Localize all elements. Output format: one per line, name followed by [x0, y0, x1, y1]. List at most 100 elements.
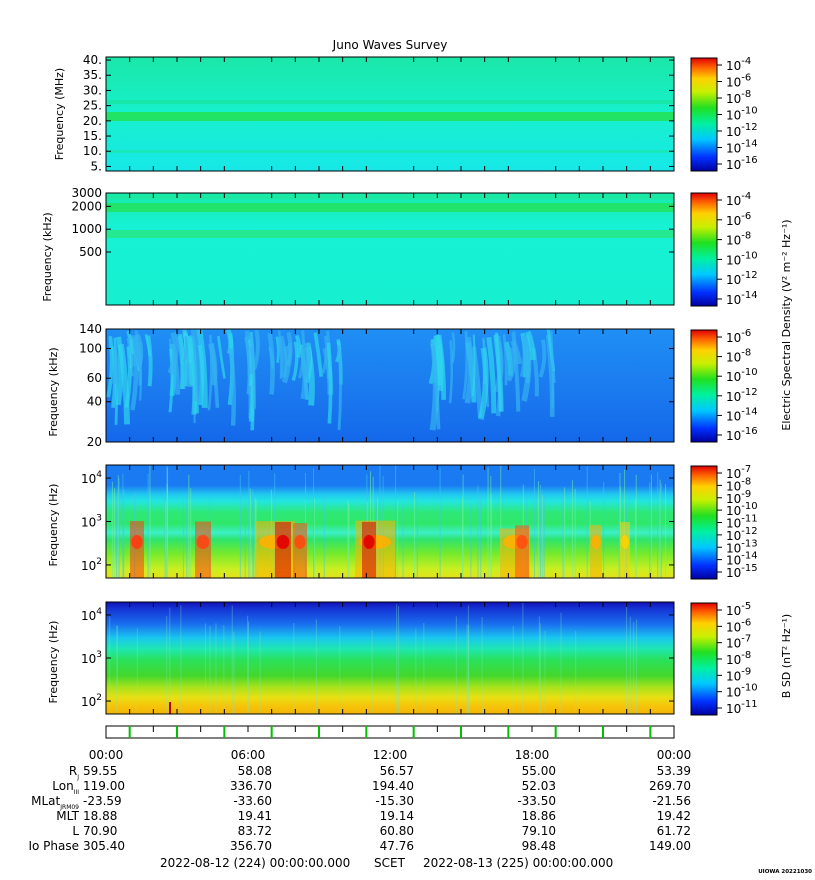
ytick-label: 1000 [71, 222, 102, 236]
burst-streak [268, 346, 275, 369]
ephemeris-value: 305.40 [83, 839, 125, 853]
burst-streak [294, 334, 302, 358]
burst-streak [146, 335, 153, 387]
ephemeris-value: 61.72 [657, 824, 691, 838]
ephemeris-value: -15.30 [375, 794, 414, 808]
emission-patch [590, 525, 602, 578]
burst-streak [451, 332, 456, 363]
colorbar-tick-label: 10-6 [726, 617, 751, 634]
panel-1: Frequency (MHz) 5.10.15.20.25.30.35.40. … [53, 53, 758, 173]
colorbar-tick-label: 10-4 [726, 191, 751, 208]
burst-streak [550, 330, 554, 409]
burst-streak [538, 339, 547, 378]
colorbar-tick-label: 10-12 [726, 270, 758, 287]
emission-patch [130, 521, 144, 578]
burst-streak [502, 333, 508, 386]
burst-streak [291, 341, 299, 382]
ytick-label: 20. [83, 114, 102, 128]
magnetic-colorbar-label: B SD (nT² Hz⁻¹) [780, 614, 793, 698]
emission-core [591, 535, 601, 549]
ephemeris-value: 98.48 [522, 839, 556, 853]
panel-2-frame [105, 192, 675, 306]
colorbar-tick-label: 10-10 [726, 250, 758, 267]
panel-4-ylabel: Frequency (Hz) [47, 484, 60, 567]
time-strip [105, 725, 675, 739]
ephemeris-table: RJ 59.55 58.08 56.57 55.00 53.39 LonIII 119.00 3… [28, 764, 691, 853]
burst-streak [210, 343, 220, 408]
burst-streak [252, 329, 260, 371]
burst-streak [168, 348, 174, 413]
time-axis-labels: 00:00 06:00 12:00 18:00 00:00 [89, 748, 692, 762]
burst-streak [228, 348, 236, 426]
burst-streak [337, 344, 342, 431]
colorbar-tick-label: 10-6 [726, 328, 751, 345]
burst-streak [190, 329, 201, 402]
ephemeris-value: 47.76 [380, 839, 414, 853]
emission-core [516, 535, 528, 549]
ephemeris-value: 60.80 [380, 824, 414, 838]
burst-streak [525, 330, 536, 361]
panel-5-ylabel: Frequency (Hz) [47, 621, 60, 704]
panel-3-frame [105, 328, 675, 443]
burst-streak [321, 335, 328, 374]
ephemeris-value: 119.00 [83, 779, 125, 793]
ephemeris-value: 356.70 [230, 839, 272, 853]
panel-3-colorbar: 10-6 10-8 10-10 10-12 10-14 10-16 [690, 328, 758, 443]
emission-patch [362, 521, 376, 578]
ephemeris-value: -21.56 [652, 794, 691, 808]
burst-streak [184, 337, 190, 385]
panel-3-colorbar-ticks: 10-6 10-8 10-10 10-12 10-14 10-16 [717, 328, 758, 443]
burst-streak [207, 334, 213, 411]
colorbar-tick-label: 10-13 [726, 538, 758, 555]
ephemeris-value: 52.03 [522, 779, 556, 793]
panel-3-colorbar-gradient [690, 329, 718, 443]
colorbar-tick-label: 10-12 [726, 122, 758, 139]
ytick-label: 3000 [71, 186, 102, 200]
ytick-label: 104 [81, 607, 102, 623]
ytick-label: 103 [81, 650, 102, 666]
colorbar-tick-label: 10-8 [726, 231, 751, 248]
colorbar-tick-label: 10-7 [726, 464, 751, 481]
panel-5-colorbar-gradient [690, 602, 718, 716]
burst-streak [486, 336, 497, 414]
time-strip-marks [105, 726, 675, 738]
panel-2-colorbar-ticks: 10-4 10-6 10-8 10-10 10-12 10-14 [717, 191, 758, 307]
panel-2-ylabel: Frequency (kHz) [41, 212, 54, 301]
electric-colorbar-label: Electric Spectral Density (V² m⁻² Hz⁻¹) [780, 219, 793, 430]
colorbar-tick-label: 10-5 [726, 601, 751, 618]
ytick-label: 60 [87, 371, 102, 385]
ytick-label: 30. [83, 83, 102, 97]
colorbar-tick-label: 10-14 [726, 551, 758, 568]
ephemeris-value: 59.55 [83, 764, 117, 778]
ephemeris-label: Io Phase [28, 839, 79, 853]
burst-streak [106, 335, 114, 398]
burst-streak [248, 345, 255, 375]
emission-patch [620, 522, 630, 578]
ytick-label: 20 [87, 435, 102, 449]
ephemeris-value: -33.50 [517, 794, 556, 808]
panel-2-band-2000khz [106, 203, 674, 212]
panel-1-ylabel: Frequency (MHz) [53, 68, 66, 160]
panel-2-band-top [106, 196, 674, 199]
panel-4-emission-features [111, 465, 667, 578]
panel-1-frame [105, 56, 675, 172]
emission-core [621, 535, 629, 549]
footer: 2022-08-12 (224) 00:00:00.000 SCET 2022-… [160, 856, 812, 875]
emission-patch [195, 521, 211, 578]
burst-streak [275, 336, 280, 363]
ephemeris-value: 18.88 [83, 809, 117, 823]
ephemeris-value: 336.70 [230, 779, 272, 793]
ephemeris-value: 70.90 [83, 824, 117, 838]
burst-streak [520, 335, 526, 377]
burst-streak [217, 335, 226, 379]
ephemeris-value: 194.40 [372, 779, 414, 793]
emission-patch [293, 523, 307, 578]
panel-5-spectrogram [106, 602, 674, 714]
burst-streak [197, 344, 205, 406]
burst-streak [130, 336, 139, 411]
panel-4-colorbar-ticks: 10-710-810-910-1010-1110-1210-1310-1410-… [717, 464, 758, 580]
time-tick-label: 12:00 [373, 748, 408, 762]
emission-core [131, 535, 143, 549]
